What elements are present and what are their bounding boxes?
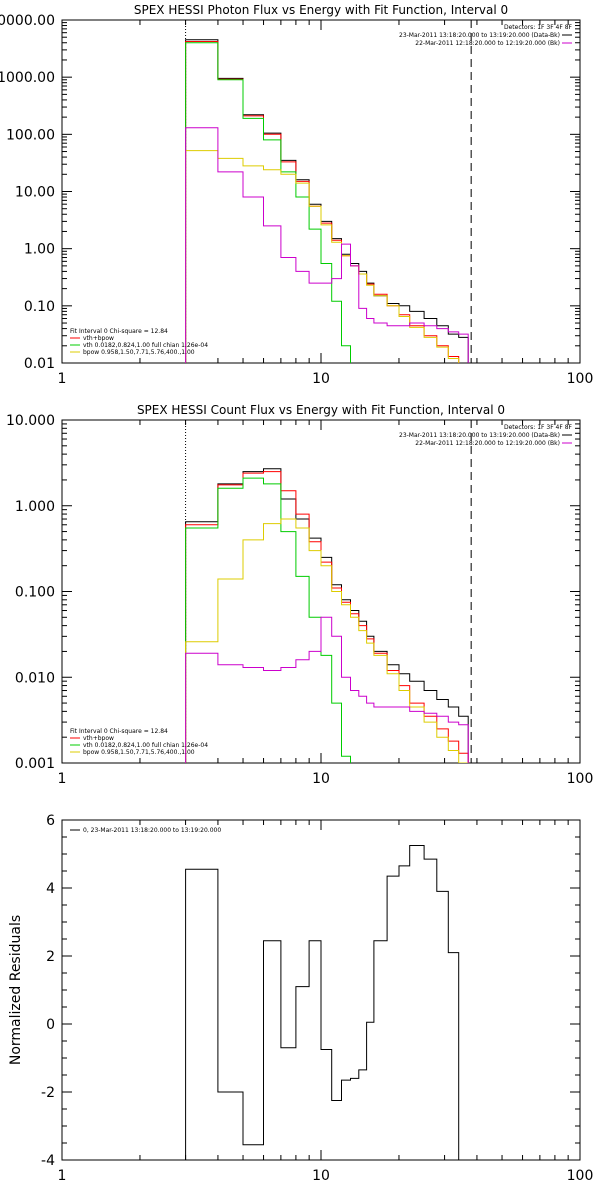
legend-entry: bpow 0.958,1.50,7.71,5.76,400.,1.00 [83,349,195,356]
series-vth [185,42,351,363]
series-bk [185,127,469,363]
x-tick-label: 100 [567,371,594,387]
series-vth [185,477,351,763]
y-tick-label: -4 [41,1153,55,1169]
series-bpow [185,150,460,363]
y-tick-label: 10000.00 [0,13,55,29]
series-bpow [185,518,469,763]
y-tick-label: 0.010 [15,670,55,686]
photon-flux-panel: SPEX HESSI Photon Flux vs Energy with Fi… [0,3,594,387]
series-0-23-mar-2011-13-18-20-000-to-13-19-20-000 [185,845,460,1160]
series-data-bk [185,468,469,763]
x-tick-label: 1 [58,371,67,387]
x-tick-label: 1 [58,771,67,787]
legend-entry: vth 0.0182,0.824,1.00 full chian 1.26e-0… [83,342,208,349]
y-tick-label: 1000.00 [0,70,55,86]
legend-entry: 22-Mar-2011 12:18:20.000 to 12:19:20.000… [415,40,560,47]
plot-frame [61,19,581,364]
y-tick-label: 4 [46,881,55,897]
legend-header: Fit Interval 0 Chi-square = 12.84 [70,328,168,335]
y-tick-label: -2 [41,1085,55,1101]
series-vth-bpow [185,471,469,763]
y-tick-label: 0.001 [15,756,55,772]
chart-title: SPEX HESSI Count Flux vs Energy with Fit… [137,403,505,417]
y-tick-label: 0.01 [24,356,55,372]
chart-title: SPEX HESSI Photon Flux vs Energy with Fi… [134,3,508,17]
legend-entry: 22-Mar-2011 12:18:20.000 to 12:19:20.000… [415,440,560,447]
y-tick-label: 100.00 [6,127,55,143]
legend-entry: bpow 0.958,1.50,7.71,5.76,400.,1.00 [83,749,195,756]
y-axis-label: Normalized Residuals [8,915,24,1065]
y-tick-label: 2 [46,949,55,965]
count-flux-panel: SPEX HESSI Count Flux vs Energy with Fit… [6,403,594,787]
legend-entry: vth 0.0182,0.824,1.00 full chian 1.26e-0… [83,742,208,749]
y-tick-label: 0 [46,1017,55,1033]
legend-entry: vth+bpow [83,735,114,742]
x-tick-label: 1 [58,1168,67,1184]
y-tick-label: 6 [46,813,55,829]
legend-header: Detectors: 1F 3F 4F 8F [504,424,573,431]
x-tick-label: 10 [312,771,330,787]
y-tick-label: 1.000 [15,499,55,515]
legend-entry: vth+bpow [83,335,114,342]
legend-header: Detectors: 1F 3F 4F 8F [504,24,573,31]
y-tick-label: 10.00 [15,185,55,201]
legend-entry: 23-Mar-2011 13:18:20.000 to 13:19:20.000… [399,32,560,39]
x-tick-label: 100 [567,1168,594,1184]
y-tick-label: 0.100 [15,585,55,601]
y-tick-label: 1.00 [24,242,55,258]
x-tick-label: 10 [312,371,330,387]
residuals-panel: Normalized Residuals 1 10 100 -4 -2 0 2 4 6 0, 2… [8,813,594,1184]
plot-frame [61,419,581,764]
legend-header: Fit Interval 0 Chi-square = 12.84 [70,728,168,735]
series-bk [185,616,469,763]
legend-entry: 0, 23-Mar-2011 13:18:20.000 to 13:19:20.… [83,827,221,834]
x-tick-label: 100 [567,771,594,787]
x-tick-label: 10 [312,1168,330,1184]
y-tick-label: 0.10 [24,299,55,315]
y-tick-label: 10.000 [6,413,55,429]
legend-entry: 23-Mar-2011 13:18:20.000 to 13:19:20.000… [399,432,560,439]
